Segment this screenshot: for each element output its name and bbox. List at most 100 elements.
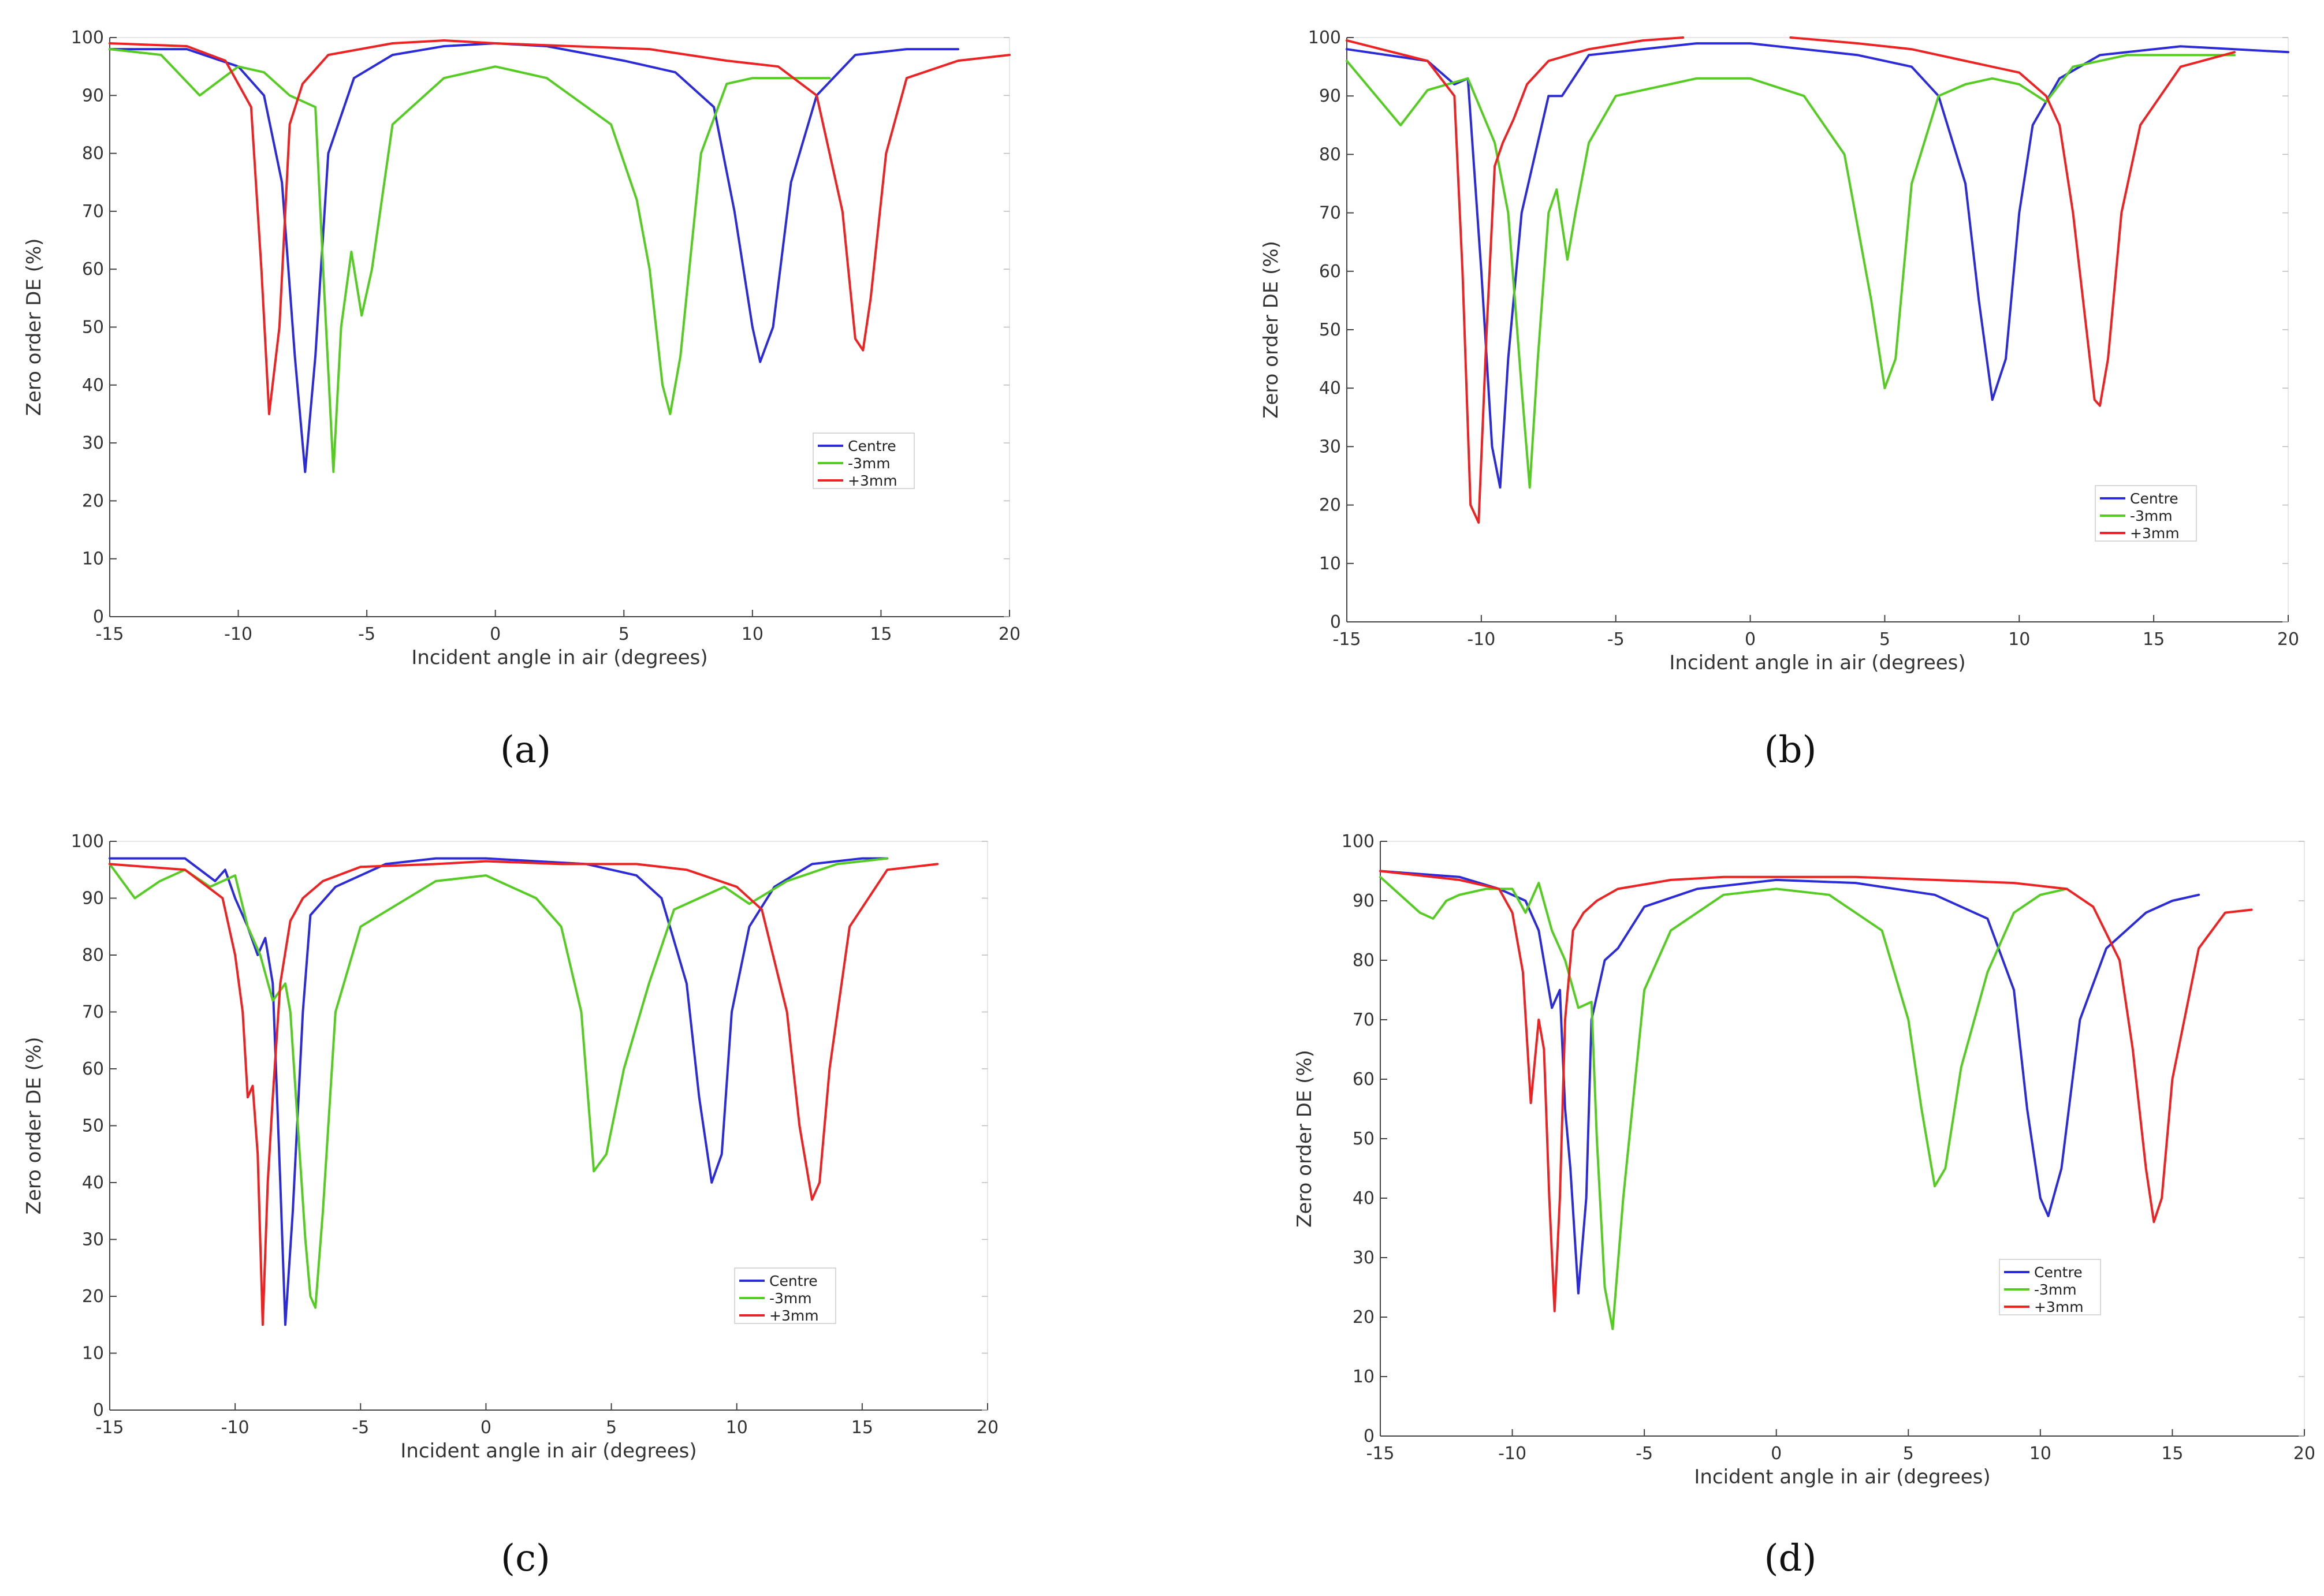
x-tick-label: 0: [490, 624, 501, 644]
legend-label: Centre: [2130, 490, 2178, 507]
x-tick-label: -5: [352, 1418, 369, 1438]
x-tick-label: 0: [481, 1418, 491, 1438]
series-line--3mm: [109, 48, 831, 473]
x-tick-label: -15: [96, 1418, 124, 1438]
y-tick-label: 40: [82, 375, 104, 396]
y-tick-label: 20: [82, 1287, 104, 1307]
y-tick-label: 90: [1319, 86, 1341, 106]
y-tick-label: 30: [82, 433, 104, 453]
series-line--3mm: [109, 860, 939, 1326]
x-tick-label: 5: [606, 1418, 617, 1438]
y-tick-label: 60: [82, 1059, 104, 1079]
y-tick-label: 70: [1319, 203, 1341, 223]
y-tick-label: 100: [1342, 831, 1375, 852]
y-tick-label: 90: [1353, 891, 1375, 911]
y-tick-label: 70: [1353, 1010, 1375, 1030]
y-tick-label: 90: [82, 85, 104, 106]
x-tick-label: 10: [726, 1418, 748, 1438]
x-tick-label: -15: [1366, 1444, 1395, 1464]
x-tick-label: 15: [851, 1418, 873, 1438]
y-tick-label: 80: [82, 144, 104, 164]
x-axis-title: Incident angle in air (degrees): [1694, 1466, 1990, 1489]
y-tick-label: 20: [1319, 495, 1341, 516]
y-tick-label: 0: [1364, 1426, 1375, 1446]
x-tick-label: 5: [1879, 629, 1890, 650]
legend-label: +3mm: [769, 1307, 819, 1324]
y-tick-label: 0: [93, 1400, 104, 1420]
y-tick-label: 90: [82, 889, 104, 909]
y-tick-label: 100: [71, 831, 104, 852]
x-tick-label: -10: [1467, 629, 1495, 650]
x-tick-label: -5: [1636, 1444, 1653, 1464]
series-line--3mm: [109, 39, 1011, 415]
legend-label: Centre: [2034, 1264, 2083, 1281]
x-tick-label: -10: [221, 1418, 249, 1438]
y-tick-label: 40: [82, 1173, 104, 1193]
y-tick-label: 40: [1319, 378, 1341, 398]
y-tick-label: 30: [1353, 1248, 1375, 1268]
y-tick-label: 50: [1353, 1129, 1375, 1149]
x-tick-label: 5: [1903, 1444, 1914, 1464]
x-tick-label: 20: [977, 1418, 999, 1438]
legend-label: -3mm: [769, 1290, 812, 1307]
y-tick-label: 80: [82, 945, 104, 965]
y-tick-label: 20: [1353, 1307, 1375, 1327]
x-axis-title: Incident angle in air (degrees): [411, 646, 707, 669]
y-tick-label: 80: [1353, 950, 1375, 971]
y-tick-label: 10: [1319, 554, 1341, 574]
x-axis-title: Incident angle in air (degrees): [400, 1440, 697, 1463]
y-tick-label: 50: [1319, 320, 1341, 340]
y-tick-label: 60: [82, 259, 104, 279]
chart-panel-c: -15 -10 -5 0 5 10 15 20 0 10 20 30 40 50 60 70 80 90 100 In…: [23, 831, 999, 1580]
x-tick-label: 20: [999, 624, 1021, 644]
y-tick-label: 70: [82, 1002, 104, 1023]
legend: Centre-3mm+3mm: [813, 432, 915, 489]
y-tick-label: 30: [82, 1230, 104, 1250]
y-tick-label: 10: [82, 1344, 104, 1364]
y-axis-title: Zero order DE (%): [1260, 241, 1283, 419]
x-tick-label: 10: [2029, 1444, 2051, 1464]
x-tick-label: 15: [870, 624, 892, 644]
y-axis-title: Zero order DE (%): [23, 1037, 46, 1215]
y-tick-label: 60: [1353, 1069, 1375, 1090]
x-tick-label: -5: [1607, 629, 1625, 650]
panel-label: (a): [500, 729, 551, 771]
x-tick-label: 20: [2293, 1444, 2315, 1464]
x-tick-label: -5: [358, 624, 375, 644]
series-line--3mm: [1346, 54, 2236, 489]
y-tick-label: 0: [1330, 612, 1341, 632]
legend-label: +3mm: [848, 472, 897, 489]
panel-label: (d): [1764, 1537, 1817, 1580]
y-axis-title: Zero order DE (%): [23, 238, 46, 416]
panel-label: (b): [1764, 729, 1817, 771]
legend-label: +3mm: [2130, 525, 2180, 542]
y-tick-label: 70: [82, 202, 104, 222]
y-tick-label: 50: [82, 1116, 104, 1136]
x-tick-label: 10: [742, 624, 764, 644]
y-tick-label: 10: [1353, 1367, 1375, 1387]
y-axis-title: Zero order DE (%): [1293, 1050, 1316, 1228]
legend-label: Centre: [769, 1273, 818, 1289]
series-line--3mm: [1379, 875, 2068, 1330]
legend-label: Centre: [848, 438, 896, 454]
y-tick-label: 20: [82, 491, 104, 511]
y-tick-label: 60: [1319, 262, 1341, 282]
chart-panel-d: -15 -10 -5 0 5 10 15 20 0 10 20 30 40 50 60 70 80 90 100 In…: [1293, 831, 2315, 1580]
series-line-centre: [1346, 42, 2289, 489]
y-tick-label: 80: [1319, 144, 1341, 165]
chart-panel-a: -15 -10 -5 0 5 10 15 20 0 10 20 30 40 50 60 70 80 90 100 In…: [23, 28, 1021, 771]
legend-label: -3mm: [848, 455, 891, 472]
x-tick-label: 5: [619, 624, 630, 644]
x-tick-label: 15: [2143, 629, 2165, 650]
x-tick-label: -15: [96, 624, 124, 644]
y-tick-label: 50: [82, 318, 104, 338]
chart-panel-b: -15 -10 -5 0 5 10 15 20 0 10 20 30 40 50 60 70 80 90 100 In…: [1260, 28, 2299, 771]
y-tick-label: 10: [82, 549, 104, 569]
x-axis-title: Incident angle in air (degrees): [1669, 651, 1965, 674]
x-tick-label: -10: [1498, 1444, 1526, 1464]
y-tick-label: 100: [71, 28, 104, 48]
legend: Centre-3mm+3mm: [2095, 485, 2197, 542]
y-tick-label: 30: [1319, 437, 1341, 457]
legend-label: -3mm: [2034, 1281, 2077, 1298]
x-tick-label: 0: [1771, 1444, 1782, 1464]
